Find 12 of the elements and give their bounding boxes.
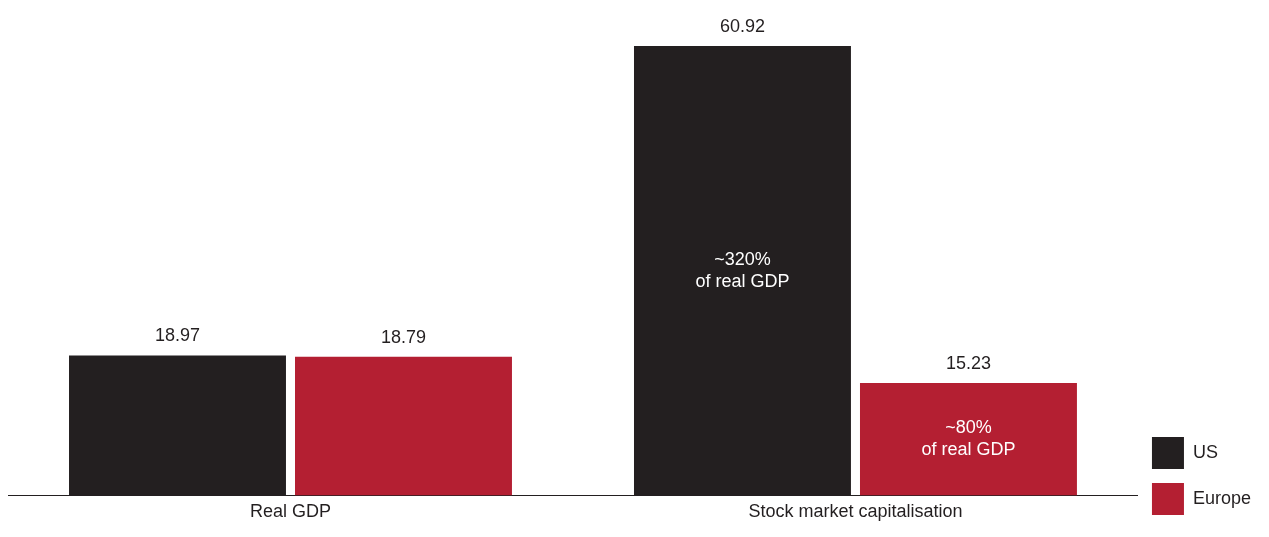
bar — [295, 356, 512, 496]
x-tick-label: Stock market capitalisation — [748, 501, 963, 522]
legend-label: US — [1192, 441, 1218, 462]
annotation: ~80% of real GDP — [921, 417, 1016, 460]
x-tick-label: Real GDP — [249, 501, 331, 522]
legend-label: Europe — [1192, 487, 1251, 508]
data-label: 60.92 — [719, 15, 765, 36]
bar — [859, 383, 1077, 496]
data-label: 15.23 — [945, 353, 991, 374]
data-label: 18.97 — [154, 325, 201, 346]
annotation: ~320% of real GDP — [695, 248, 790, 291]
data-label: 18.79 — [380, 326, 427, 347]
